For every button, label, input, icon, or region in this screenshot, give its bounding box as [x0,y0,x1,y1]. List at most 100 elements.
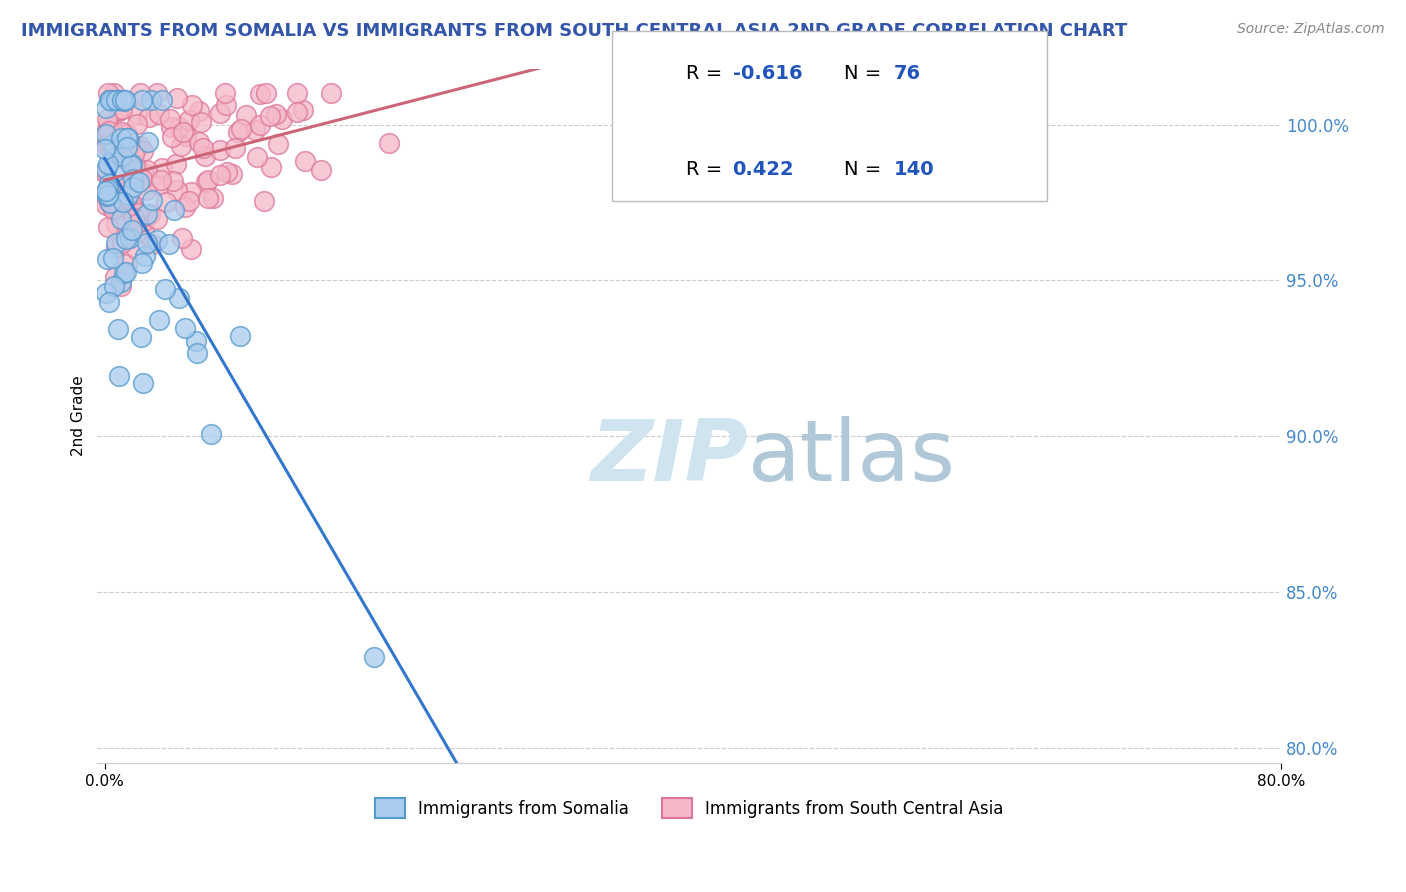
Point [209,143,232,157]
Text: 76: 76 [894,63,921,83]
Point [115,191,138,205]
Point [229,121,252,136]
Point [96,138,118,153]
Point [128,175,150,189]
Point [103,202,125,216]
Point [124,242,146,256]
Legend: Immigrants from Somalia, Immigrants from South Central Asia: Immigrants from Somalia, Immigrants from… [368,792,1011,824]
Point [105,93,128,107]
Point [94,164,117,178]
Point [110,146,132,161]
Point [117,131,139,145]
Point [122,172,145,186]
Point [110,211,132,226]
Point [115,128,138,142]
Text: R =: R = [686,63,728,83]
Point [224,141,246,155]
Text: Source: ZipAtlas.com: Source: ZipAtlas.com [1237,22,1385,37]
Point [235,108,257,122]
Point [97,187,120,202]
Point [111,200,134,214]
Point [97,195,120,210]
Point [243,123,266,137]
Point [170,139,193,153]
Point [125,117,148,131]
Point [148,106,170,120]
Point [188,103,211,118]
Point [111,188,134,202]
Point [125,140,148,154]
Point [260,160,283,174]
Point [294,154,316,169]
Point [108,131,131,145]
Point [150,172,173,186]
Point [159,112,181,126]
Point [96,183,118,197]
Point [160,129,183,144]
Point [103,142,125,156]
Point [125,203,148,218]
Point [163,203,186,218]
Point [97,219,120,234]
Point [172,231,194,245]
Point [180,98,202,112]
Text: 140: 140 [894,160,935,179]
Point [186,334,208,348]
Point [121,200,143,214]
Point [122,146,145,161]
Point [107,93,129,107]
Point [127,206,149,220]
Point [112,94,135,108]
Point [177,113,200,128]
Point [177,194,200,208]
Point [104,270,127,285]
Point [271,112,294,127]
Point [378,136,401,150]
Point [117,140,139,154]
Point [115,140,138,154]
Point [150,161,173,175]
Point [200,427,222,442]
Point [215,165,238,179]
Point [285,105,308,120]
Point [139,207,162,221]
Point [249,118,271,132]
Point [136,207,159,221]
Point [167,120,190,134]
Point [194,149,217,163]
Point [112,266,135,280]
Point [96,112,118,127]
Point [103,188,125,202]
Point [208,106,231,120]
Point [127,168,149,182]
Point [122,180,145,194]
Point [135,162,157,177]
Point [117,188,139,202]
Point [146,87,169,101]
Point [174,129,197,144]
Point [110,275,132,289]
Point [131,144,153,158]
Text: -0.616: -0.616 [733,63,803,83]
Point [107,103,129,117]
Point [114,93,136,107]
Point [193,141,215,155]
Point [96,189,118,203]
Point [94,101,117,115]
Point [153,282,176,296]
Point [150,93,173,107]
Point [172,125,194,139]
Point [101,202,124,216]
Point [111,102,134,116]
Point [131,93,153,107]
Point [107,93,129,107]
Y-axis label: 2nd Grade: 2nd Grade [72,376,86,456]
Point [197,191,219,205]
Point [259,109,281,123]
Point [96,128,118,142]
Point [129,87,152,101]
Point [111,149,134,163]
Point [111,145,134,159]
Point [94,286,117,301]
Point [173,200,195,214]
